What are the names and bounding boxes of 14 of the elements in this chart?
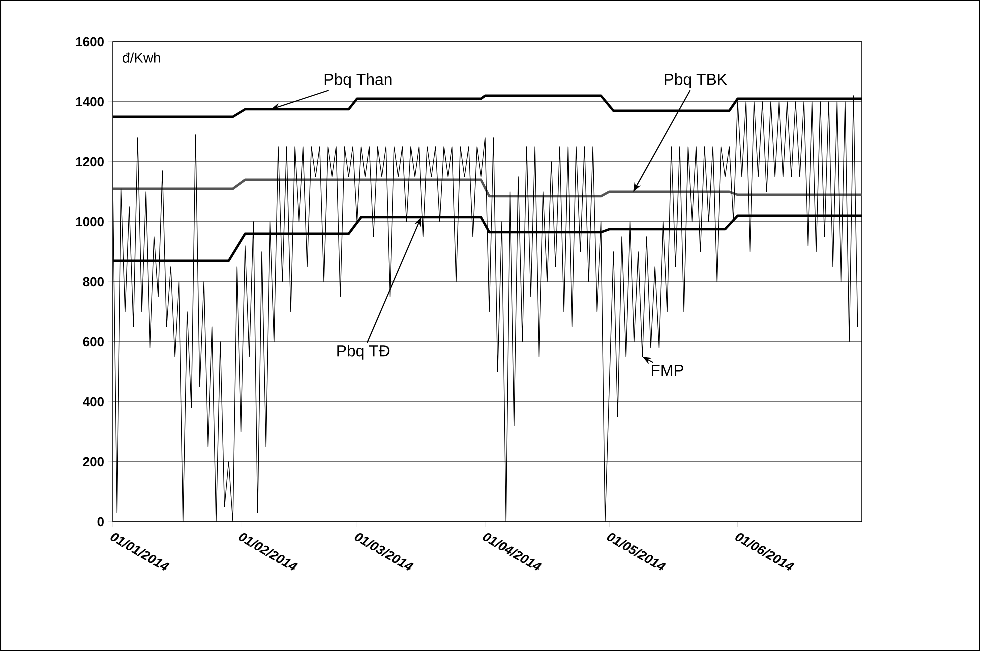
y-tick-label: 1400 [76,97,104,107]
text: Pbq TBK [665,74,728,88]
y-tick-label: 400 [83,397,104,407]
y-tick-label: 1000 [76,217,104,227]
text: Pbq TĐ [338,345,390,360]
legend-label: FMP [652,365,684,376]
y-tick-label: 200 [83,457,104,467]
y-tick-label: 0 [98,517,104,527]
series-label: Pbq Than [324,74,392,88]
y-tick-label: 1600 [76,37,104,47]
y-tick-label: 1200 [76,157,104,167]
y-tick-label: 600 [83,337,104,347]
y-axis-title: đ/Kwh [123,52,160,63]
y-tick-label: 800 [83,277,104,287]
